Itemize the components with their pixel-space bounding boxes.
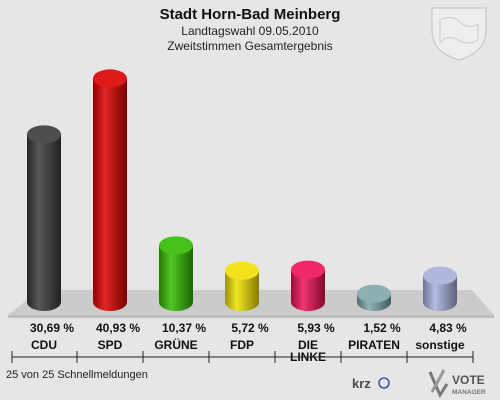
reporting-status: 25 von 25 Schnellmeldungen — [6, 369, 148, 381]
bar-top — [423, 266, 457, 285]
svg-text:VOTE: VOTE — [452, 373, 485, 387]
bar — [291, 260, 325, 311]
bar-top — [225, 261, 259, 280]
value-label: 30,69 % — [30, 321, 74, 335]
bar — [93, 69, 127, 311]
value-label: 5,72 % — [231, 321, 269, 335]
bar-top — [357, 284, 391, 303]
bar — [423, 266, 457, 311]
svg-text:MANAGER: MANAGER — [452, 389, 486, 396]
category-label: CDU — [31, 338, 57, 352]
bar-top — [159, 236, 193, 255]
krz-logo-icon: krz — [352, 376, 390, 391]
value-label: 10,37 % — [162, 321, 206, 335]
bar-top — [27, 125, 61, 144]
vote-manager-logo-icon: VOTE MANAGER — [428, 369, 486, 399]
chart-subtitle-election: Landtagswahl 09.05.2010 — [181, 24, 319, 38]
bar-top — [291, 260, 325, 279]
chart-subtitle-result-type: Zweitstimmen Gesamtergebnis — [167, 39, 333, 53]
bar — [225, 261, 259, 311]
category-separators — [11, 351, 474, 363]
bar-body — [27, 134, 61, 311]
value-label: 5,93 % — [297, 321, 335, 335]
svg-text:krz: krz — [352, 376, 371, 391]
category-label: DIE LINKE — [290, 338, 326, 364]
bar — [27, 125, 61, 311]
category-label: sonstige — [415, 338, 465, 352]
category-label: FDP — [230, 338, 254, 352]
bar-body — [423, 275, 457, 311]
bar-top — [93, 69, 127, 88]
category-label: SPD — [98, 338, 123, 352]
value-label: 40,93 % — [96, 321, 140, 335]
bar-body — [159, 245, 193, 311]
value-label: 1,52 % — [363, 321, 401, 335]
value-label: 4,83 % — [429, 321, 467, 335]
coat-of-arms-icon — [431, 7, 487, 61]
bar — [357, 284, 391, 311]
category-label: PIRATEN — [348, 338, 400, 352]
chart-title: Stadt Horn-Bad Meinberg — [159, 6, 341, 23]
bar-body — [291, 269, 325, 311]
bar — [159, 236, 193, 311]
category-label: GRÜNE — [154, 337, 197, 352]
bar-body — [225, 270, 259, 311]
bar-body — [93, 78, 127, 311]
